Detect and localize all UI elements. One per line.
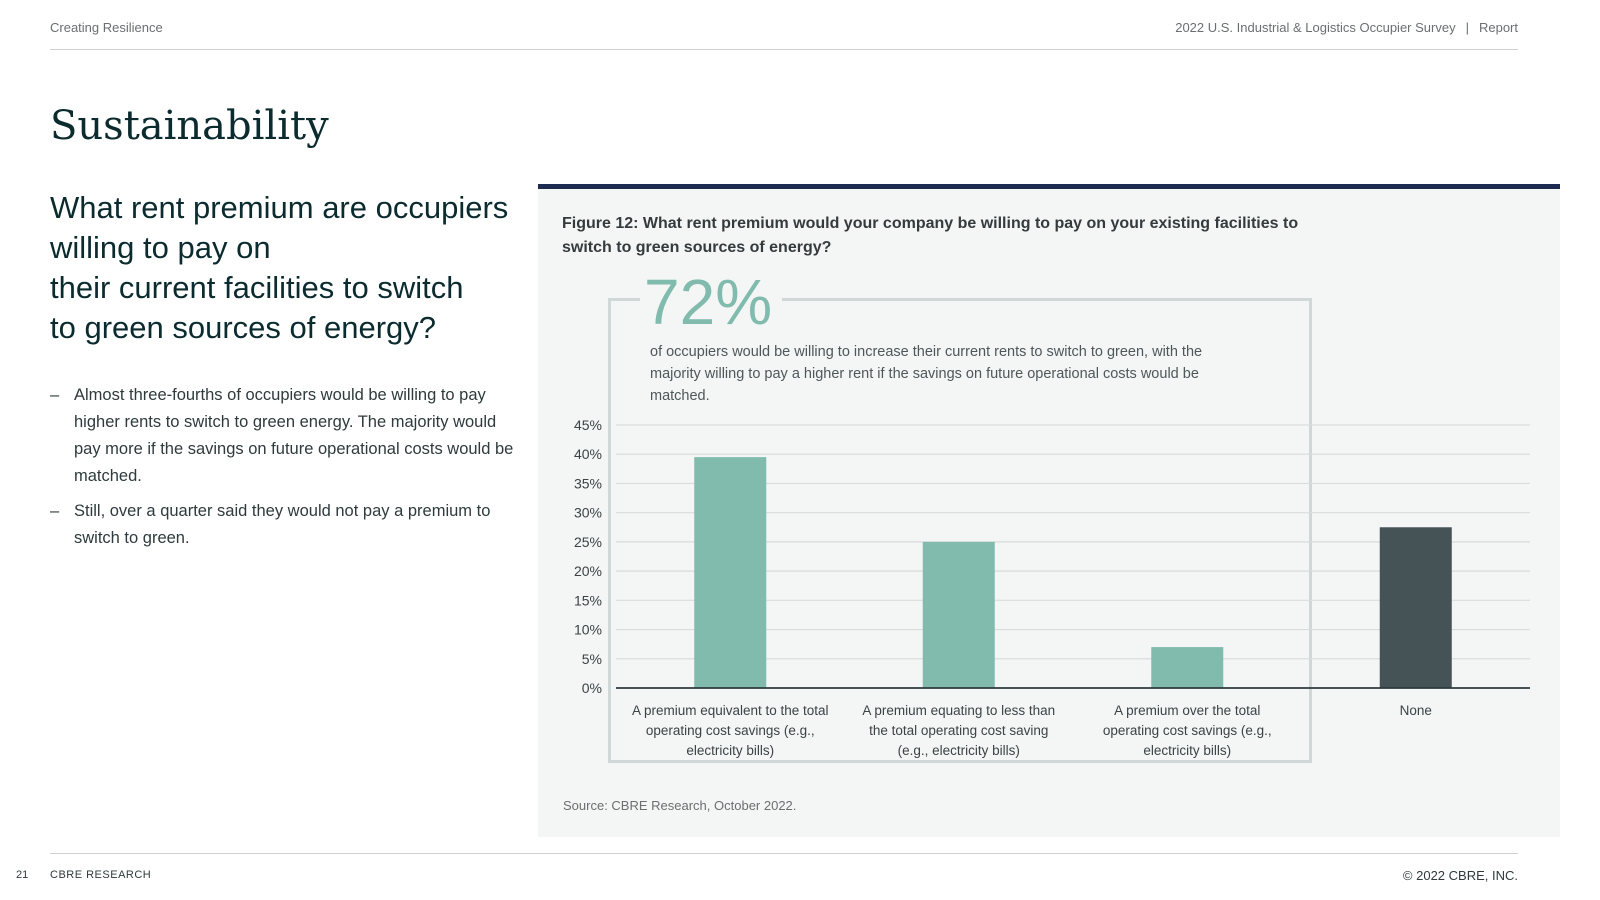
question-line: willing to pay on bbox=[50, 230, 271, 265]
bar-chart: 0% 5% 10% 15% 20% 25% 30% 35% 40% 45% A premium eq… bbox=[574, 417, 1530, 758]
question-line: their current facilities to switch bbox=[50, 270, 464, 305]
bar bbox=[694, 457, 767, 688]
x-category-label: operating cost savings (e.g., bbox=[646, 723, 815, 738]
y-tick-label: 35% bbox=[574, 475, 602, 491]
x-category-label: the total operating cost saving bbox=[869, 723, 1048, 738]
question-line: to green sources of energy? bbox=[50, 310, 437, 345]
page-number: 21 bbox=[16, 869, 29, 881]
footer-brand: CBRE RESEARCH bbox=[50, 869, 152, 881]
bar bbox=[922, 541, 995, 688]
y-tick-label: 0% bbox=[582, 680, 602, 696]
y-tick-label: 45% bbox=[574, 417, 602, 433]
y-tick-label: 20% bbox=[574, 563, 602, 579]
key-findings-list: Almost three-fourths of occupiers would … bbox=[50, 382, 520, 560]
callout-stat-text: of occupiers would be willing to increas… bbox=[650, 344, 1203, 404]
y-tick-label: 30% bbox=[574, 505, 602, 521]
footer-divider bbox=[50, 853, 1518, 854]
bar bbox=[1151, 647, 1224, 688]
y-tick-label: 40% bbox=[574, 446, 602, 462]
x-category-label: A premium equating to less than bbox=[862, 703, 1055, 718]
header-survey-title: 2022 U.S. Industrial & Logistics Occupie… bbox=[1175, 20, 1456, 35]
header-separator: | bbox=[1465, 20, 1469, 35]
question-line: What rent premium are occupiers bbox=[50, 190, 509, 225]
y-tick-label: 10% bbox=[574, 622, 602, 638]
x-category-label: electricity bills) bbox=[686, 743, 774, 758]
header-section-label: Creating Resilience bbox=[50, 20, 163, 35]
x-category-label: A premium equivalent to the total bbox=[632, 703, 829, 718]
figure-title: Figure 12: What rent premium would your … bbox=[562, 215, 1299, 256]
header-divider bbox=[50, 49, 1518, 50]
header-report-label: Report bbox=[1478, 20, 1518, 35]
y-tick-label: 5% bbox=[582, 651, 602, 667]
key-finding-item: Still, over a quarter said they would no… bbox=[50, 498, 520, 552]
x-category-label: (e.g., electricity bills) bbox=[898, 743, 1020, 758]
page-title: Sustainability bbox=[50, 103, 329, 149]
copyright: © 2022 CBRE, INC. bbox=[1402, 868, 1518, 883]
x-category-label: electricity bills) bbox=[1143, 743, 1231, 758]
x-category-label: A premium over the total bbox=[1114, 703, 1260, 718]
callout-stat-value: 72% bbox=[640, 262, 783, 342]
bar bbox=[1379, 527, 1452, 688]
y-tick-label: 15% bbox=[574, 592, 602, 608]
x-category-label: None bbox=[1400, 703, 1432, 718]
figure-source: Source: CBRE Research, October 2022. bbox=[563, 798, 797, 813]
section-question: What rent premium are occupiers willing … bbox=[50, 188, 520, 348]
header-report-title: 2022 U.S. Industrial & Logistics Occupie… bbox=[1175, 20, 1518, 35]
y-tick-label: 25% bbox=[574, 534, 602, 550]
key-finding-item: Almost three-fourths of occupiers would … bbox=[50, 382, 520, 490]
x-category-label: operating cost savings (e.g., bbox=[1103, 723, 1272, 738]
callout-frame bbox=[608, 298, 1312, 763]
